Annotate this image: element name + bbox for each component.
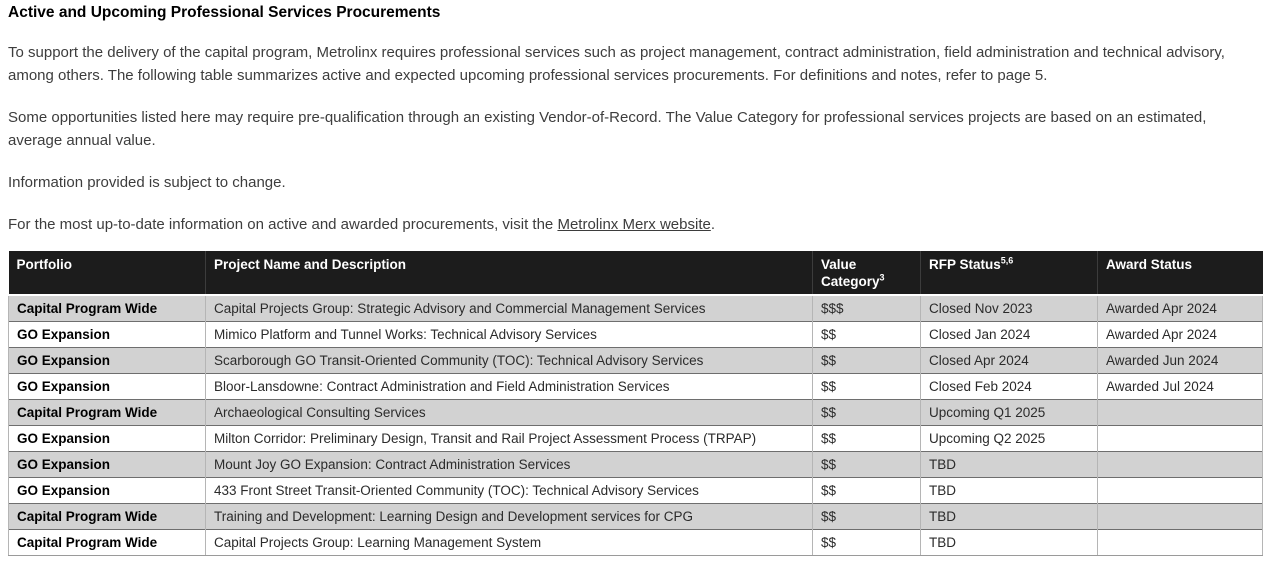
award-status-cell: Awarded Jul 2024 <box>1097 373 1263 400</box>
project-name-cell: Capital Projects Group: Learning Managem… <box>205 529 813 556</box>
project-name-cell: Archaeological Consulting Services <box>205 399 813 426</box>
rfp-status-cell: Closed Apr 2024 <box>920 347 1098 374</box>
table-row: GO Expansion Bloor-Lansdowne: Contract A… <box>8 373 1263 400</box>
award-status-cell: Awarded Apr 2024 <box>1097 321 1263 348</box>
column-header-portfolio: Portfolio <box>8 251 206 296</box>
table-header-row: Portfolio Project Name and Description V… <box>8 251 1263 296</box>
table-row: Capital Program Wide Capital Projects Gr… <box>8 295 1263 322</box>
award-status-cell <box>1097 425 1263 452</box>
project-name-cell: Scarborough GO Transit-Oriented Communit… <box>205 347 813 374</box>
merx-paragraph-suffix: . <box>710 216 716 233</box>
project-name-cell: Mount Joy GO Expansion: Contract Adminis… <box>205 451 813 478</box>
rfp-status-cell: Closed Feb 2024 <box>920 373 1098 400</box>
portfolio-cell: GO Expansion <box>8 425 206 452</box>
header-superscript: 5,6 <box>1000 255 1014 266</box>
rfp-status-cell: Upcoming Q1 2025 <box>920 399 1098 426</box>
table-row: GO Expansion Mimico Platform and Tunnel … <box>8 321 1263 348</box>
value-category-cell: $$$ <box>812 295 921 322</box>
portfolio-cell: GO Expansion <box>8 477 206 504</box>
value-category-cell: $$ <box>812 425 921 452</box>
award-status-cell <box>1097 451 1263 478</box>
value-category-cell: $$ <box>812 399 921 426</box>
project-name-cell: Capital Projects Group: Strategic Adviso… <box>205 295 813 322</box>
portfolio-cell: GO Expansion <box>8 321 206 348</box>
merx-paragraph: For the most up-to-date information on a… <box>8 213 1240 236</box>
award-status-cell: Awarded Apr 2024 <box>1097 295 1263 322</box>
table-row: Capital Program Wide Capital Projects Gr… <box>8 529 1263 556</box>
project-name-cell: 433 Front Street Transit-Oriented Commun… <box>205 477 813 504</box>
award-status-cell <box>1097 529 1263 556</box>
procurements-table: Portfolio Project Name and Description V… <box>8 251 1263 556</box>
column-header-rfp-status: RFP Status5,6 <box>920 251 1098 296</box>
award-status-cell: Awarded Jun 2024 <box>1097 347 1263 374</box>
column-header-value-category: Value Category3 <box>812 251 921 296</box>
value-category-cell: $$ <box>812 477 921 504</box>
award-status-cell <box>1097 399 1263 426</box>
project-name-cell: Bloor-Lansdowne: Contract Administration… <box>205 373 813 400</box>
value-category-cell: $$ <box>812 529 921 556</box>
table-row: GO Expansion Mount Joy GO Expansion: Con… <box>8 451 1263 478</box>
table-row: GO Expansion Scarborough GO Transit-Orie… <box>8 347 1263 374</box>
prequalification-paragraph: Some opportunities listed here may requi… <box>8 109 1207 149</box>
portfolio-cell: Capital Program Wide <box>8 503 206 530</box>
column-header-project-name: Project Name and Description <box>205 251 813 296</box>
value-category-cell: $$ <box>812 503 921 530</box>
value-category-cell: $$ <box>812 373 921 400</box>
rfp-status-cell: Upcoming Q2 2025 <box>920 425 1098 452</box>
column-header-award-status: Award Status <box>1097 251 1263 296</box>
portfolio-cell: GO Expansion <box>8 373 206 400</box>
project-name-cell: Mimico Platform and Tunnel Works: Techni… <box>205 321 813 348</box>
portfolio-cell: Capital Program Wide <box>8 529 206 556</box>
project-name-cell: Milton Corridor: Preliminary Design, Tra… <box>205 425 813 452</box>
rfp-status-cell: Closed Jan 2024 <box>920 321 1098 348</box>
value-category-cell: $$ <box>812 347 921 374</box>
page-title: Active and Upcoming Professional Service… <box>8 4 441 21</box>
intro-paragraph: To support the delivery of the capital p… <box>8 44 1225 84</box>
award-status-cell <box>1097 477 1263 504</box>
table-row: GO Expansion 433 Front Street Transit-Or… <box>8 477 1263 504</box>
rfp-status-cell: TBD <box>920 503 1098 530</box>
merx-paragraph-prefix: For the most up-to-date information on a… <box>8 216 558 233</box>
table-row: Capital Program Wide Archaeological Cons… <box>8 399 1263 426</box>
award-status-cell <box>1097 503 1263 530</box>
header-superscript: 3 <box>879 272 885 283</box>
portfolio-cell: Capital Program Wide <box>8 399 206 426</box>
rfp-status-cell: Closed Nov 2023 <box>920 295 1098 322</box>
value-category-cell: $$ <box>812 321 921 348</box>
document-page: Active and Upcoming Professional Service… <box>0 4 1280 556</box>
merx-website-link[interactable]: Metrolinx Merx website <box>557 216 711 233</box>
portfolio-cell: Capital Program Wide <box>8 295 206 322</box>
table-row: GO Expansion Milton Corridor: Preliminar… <box>8 425 1263 452</box>
portfolio-cell: GO Expansion <box>8 451 206 478</box>
table-row: Capital Program Wide Training and Develo… <box>8 503 1263 530</box>
project-name-cell: Training and Development: Learning Desig… <box>205 503 813 530</box>
rfp-status-cell: TBD <box>920 451 1098 478</box>
subject-to-change-note: Information provided is subject to chang… <box>8 174 286 191</box>
rfp-status-cell: TBD <box>920 477 1098 504</box>
table-body: Capital Program Wide Capital Projects Gr… <box>8 295 1263 556</box>
value-category-cell: $$ <box>812 451 921 478</box>
rfp-status-cell: TBD <box>920 529 1098 556</box>
portfolio-cell: GO Expansion <box>8 347 206 374</box>
